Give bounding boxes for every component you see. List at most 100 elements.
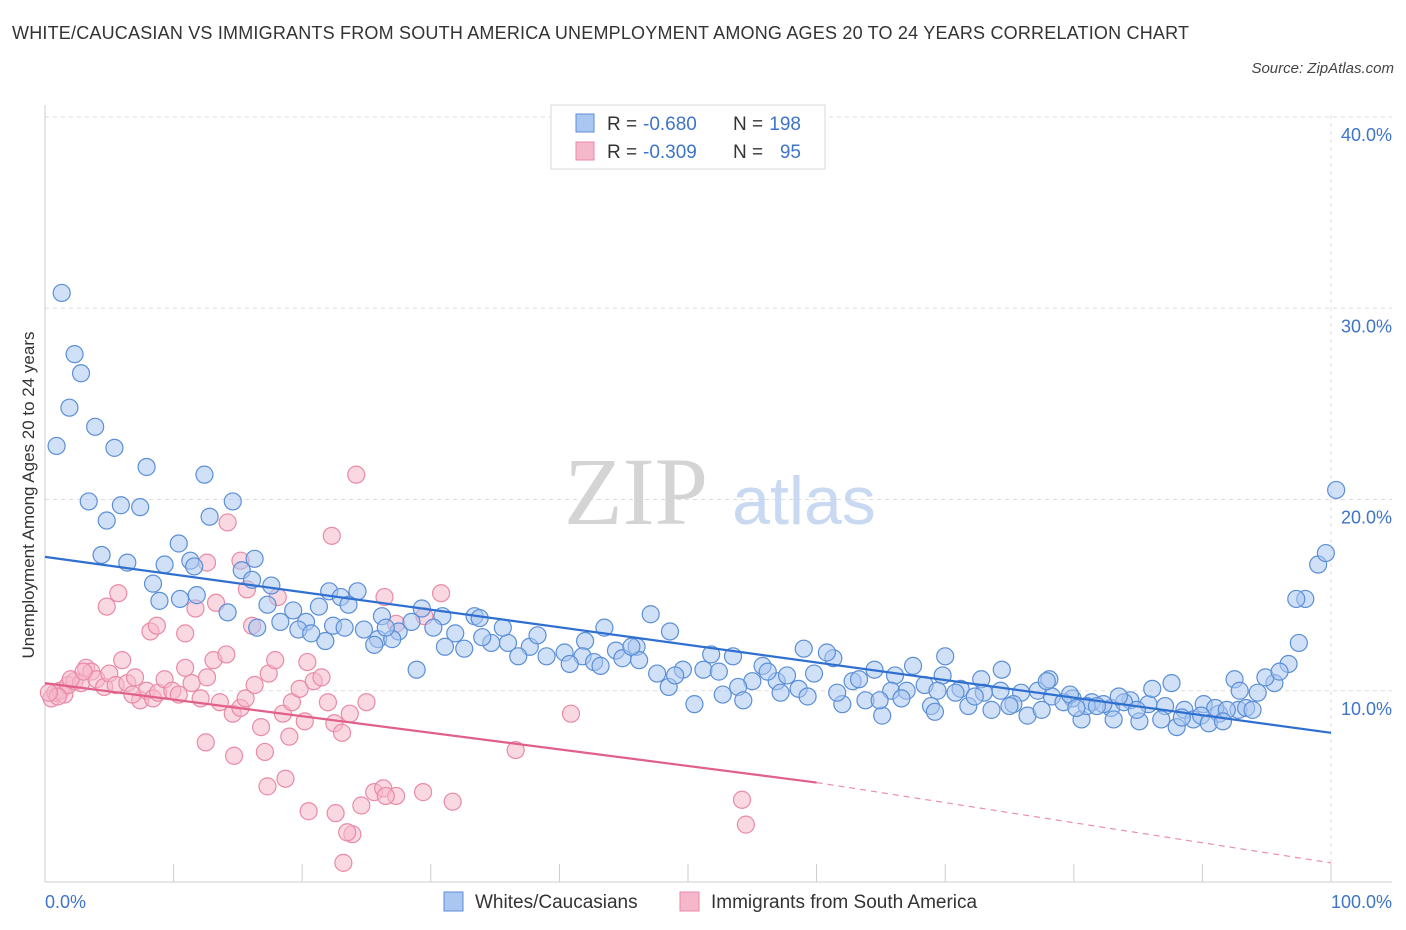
whites-point	[131, 498, 150, 517]
legend-box	[550, 104, 826, 170]
immigrants-point	[318, 693, 338, 712]
whites-point	[1230, 681, 1249, 700]
whites-point	[143, 574, 163, 593]
immigrants-point	[113, 651, 132, 670]
whites-point	[992, 660, 1011, 679]
whites-point	[576, 631, 595, 651]
immigrants-point	[298, 652, 317, 672]
whites-point	[169, 534, 188, 553]
whites-point	[666, 666, 685, 685]
whites-point	[885, 666, 905, 685]
whites-point	[262, 576, 281, 595]
immigrants-trend-line	[44, 682, 817, 784]
whites-point	[65, 345, 84, 364]
tick-labels: 10.0% 20.0% 30.0% 40.0% 0.0% 100.0%	[45, 125, 1392, 912]
whites-point	[591, 656, 610, 675]
whites-point	[1067, 698, 1086, 718]
y-tick-label-0: 10.0%	[1341, 699, 1392, 719]
immigrants-point	[561, 704, 581, 723]
legend-n-label-2: N =	[733, 142, 763, 163]
whites-point	[71, 364, 91, 383]
immigrants-point	[506, 740, 525, 760]
whites-point	[758, 662, 777, 681]
whites-point	[777, 666, 797, 685]
whites-point	[713, 685, 732, 704]
whites-point	[111, 496, 130, 515]
legend-label-immigrants: Immigrants from South America	[711, 892, 978, 913]
whites-point	[271, 612, 290, 632]
whites-point	[1143, 679, 1162, 698]
whites-point	[794, 639, 813, 658]
immigrants-point	[39, 683, 58, 702]
whites-point	[79, 492, 98, 511]
immigrants-point	[255, 742, 275, 762]
x-tick-label-0: 0.0%	[45, 892, 86, 912]
whites-point	[47, 436, 66, 456]
immigrants-point	[322, 526, 341, 545]
y-tick-label-1: 20.0%	[1341, 508, 1392, 528]
immigrants-point	[413, 783, 433, 802]
immigrants-point	[732, 790, 752, 809]
whites-point	[407, 660, 426, 679]
immigrants-point	[338, 823, 357, 842]
immigrants-point	[290, 679, 309, 698]
whites-point	[709, 662, 728, 681]
whites-point	[1327, 480, 1346, 500]
whites-point	[648, 664, 667, 683]
whites-point	[771, 683, 790, 702]
whites-point	[965, 687, 984, 706]
whites-point	[946, 683, 965, 702]
whites-point	[734, 691, 753, 710]
y-axis-label: Unemployment Among Ages 20 to 24 years	[19, 332, 38, 659]
whites-point	[137, 457, 156, 477]
whites-point	[339, 595, 358, 614]
whites-point	[991, 681, 1010, 700]
whites-point	[817, 643, 836, 662]
series-legend: Whites/Caucasians Immigrants from South …	[443, 891, 978, 913]
immigrants-point	[312, 668, 331, 687]
immigrants-point	[245, 675, 264, 695]
immigrants-point	[74, 662, 93, 681]
immigrants-point	[217, 645, 236, 664]
whites-point	[302, 624, 321, 643]
whites-point	[903, 656, 923, 675]
grid-lines	[45, 115, 1392, 882]
immigrants-point	[236, 689, 255, 708]
legend-r-label-1: R =	[607, 114, 637, 135]
whites-point	[185, 557, 204, 576]
immigrants-point	[736, 815, 755, 834]
immigrants-point	[176, 624, 195, 643]
immigrants-point	[125, 668, 145, 687]
whites-point	[493, 618, 512, 637]
whites-point	[92, 545, 111, 565]
whites-point	[685, 695, 704, 714]
whites-point	[455, 639, 474, 658]
legend-n-value-1: 198	[769, 114, 801, 135]
legend-n-label-1: N =	[733, 114, 763, 135]
watermark-atlas: atlas	[732, 463, 876, 539]
whites-point	[195, 465, 214, 484]
legend-label-whites: Whites/Caucasians	[475, 892, 638, 913]
whites-point	[660, 622, 680, 641]
whites-point	[537, 647, 556, 666]
whites-point	[1032, 700, 1051, 719]
series-immigrants-points	[39, 465, 755, 872]
whites-point	[1316, 543, 1335, 563]
immigrants-point	[224, 746, 244, 765]
whites-point	[1270, 662, 1289, 681]
whites-point	[873, 706, 892, 725]
whites-point	[630, 651, 649, 670]
whites-point	[97, 511, 116, 530]
whites-point	[376, 618, 395, 637]
trend-lines	[44, 555, 1332, 864]
whites-point	[694, 660, 713, 679]
whites-point	[509, 647, 528, 666]
immigrants-point	[147, 616, 166, 635]
legend-r-value-2: -0.309	[643, 142, 697, 163]
whites-point	[402, 612, 421, 632]
whites-point	[982, 700, 1001, 719]
whites-point	[424, 618, 443, 637]
whites-point	[309, 597, 329, 616]
immigrants-point	[352, 796, 371, 815]
immigrants-point	[97, 597, 116, 616]
